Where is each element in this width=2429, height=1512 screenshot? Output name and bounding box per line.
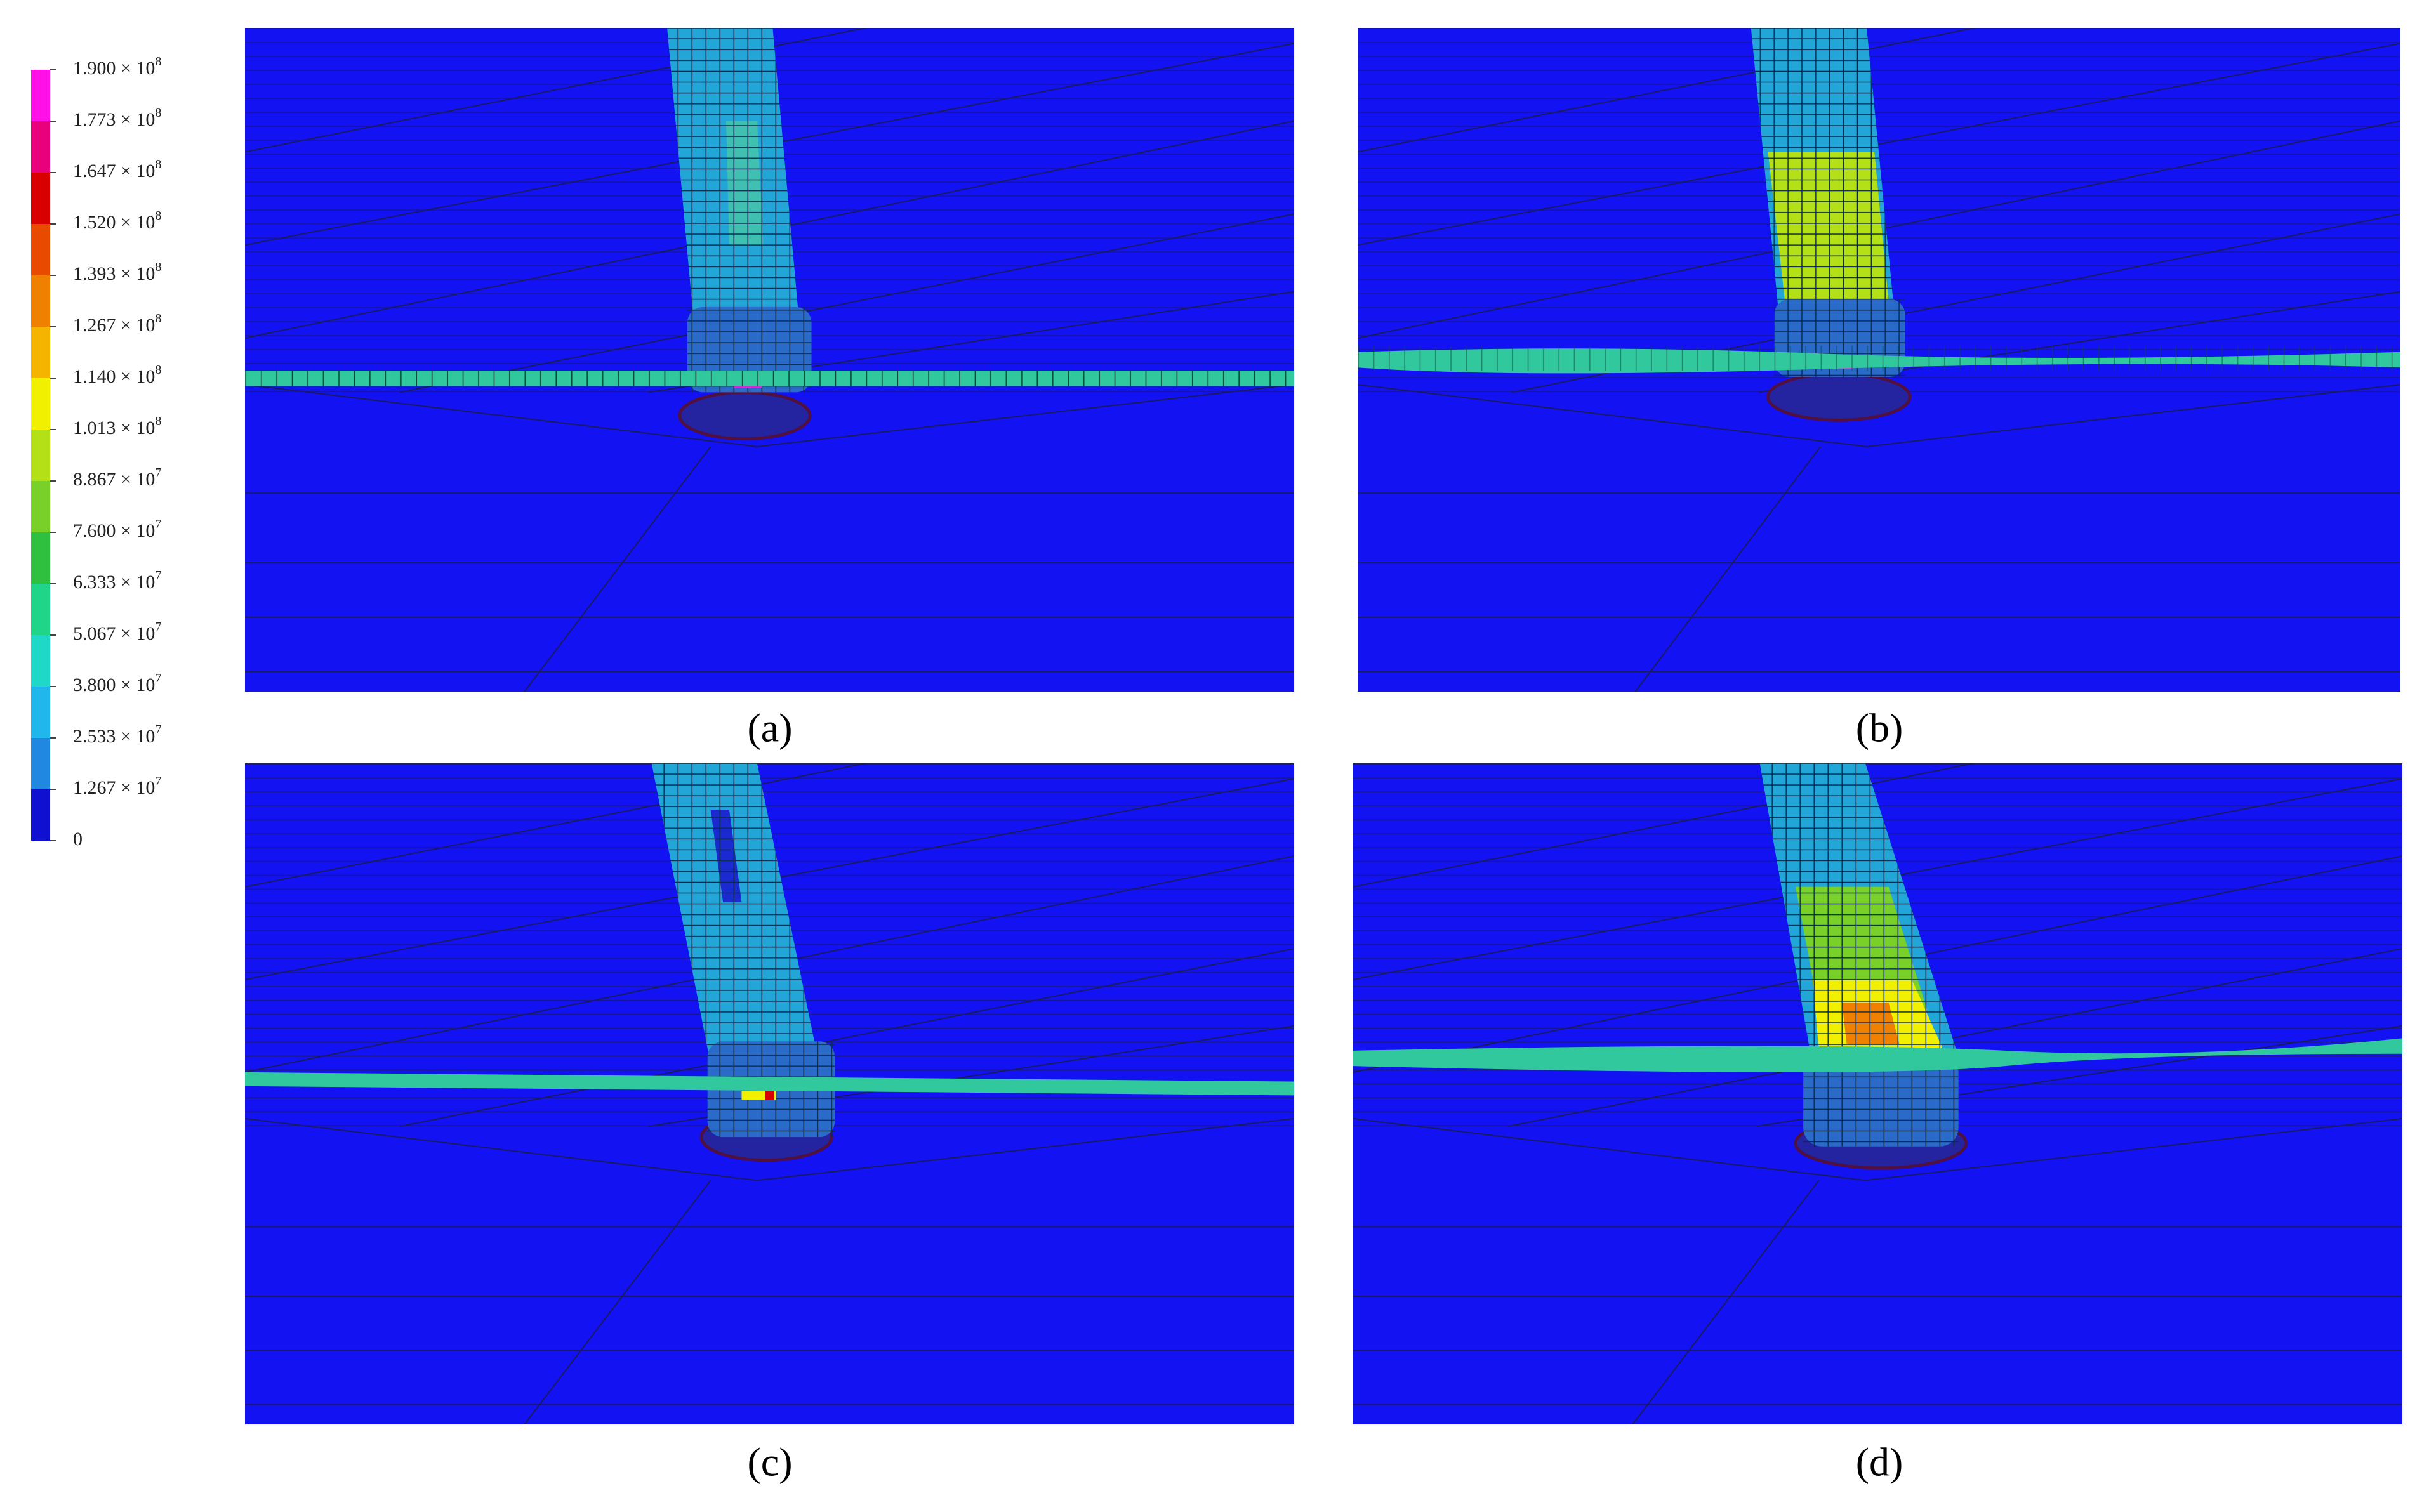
legend-swatch xyxy=(31,789,50,841)
legend-swatch xyxy=(31,224,50,275)
legend-swatch xyxy=(31,378,50,430)
legend-swatch xyxy=(31,532,50,584)
legend-label-base: 1.267 × 10 xyxy=(73,777,155,798)
legend-swatch xyxy=(31,430,50,481)
legend-swatch xyxy=(31,275,50,327)
legend-swatch xyxy=(31,481,50,532)
legend-swatch xyxy=(31,121,50,173)
legend-label-base: 0 xyxy=(73,829,83,850)
legend-swatch xyxy=(31,584,50,635)
legend-label-base: 1.393 × 10 xyxy=(73,263,155,284)
legend-label-base: 1.773 × 10 xyxy=(73,109,155,130)
legend-label-exponent: 7 xyxy=(155,671,161,685)
legend-label: 1.647 × 108 xyxy=(73,157,161,181)
legend-label-exponent: 7 xyxy=(155,723,161,737)
legend-label-exponent: 8 xyxy=(155,260,161,274)
panel-image xyxy=(245,763,1294,1424)
legend-label-exponent: 7 xyxy=(155,774,161,788)
legend-label: 1.773 × 108 xyxy=(73,106,161,130)
legend-label: 8.867 × 107 xyxy=(73,466,161,490)
legend-label-base: 5.067 × 10 xyxy=(73,623,155,644)
panel-caption: (b) xyxy=(1856,706,1903,751)
legend-label-exponent: 8 xyxy=(155,312,161,325)
legend-label: 1.267 × 108 xyxy=(73,312,161,336)
legend-label-base: 1.520 × 10 xyxy=(73,212,155,233)
legend-label: 0 xyxy=(73,829,83,850)
legend-label-exponent: 7 xyxy=(155,620,161,634)
legend-label: 1.520 × 108 xyxy=(73,209,161,233)
legend-label-exponent: 8 xyxy=(155,106,161,120)
legend-label-exponent: 8 xyxy=(155,55,161,69)
legend-label-base: 7.600 × 10 xyxy=(73,520,155,541)
legend-label: 3.800 × 107 xyxy=(73,671,161,695)
legend-label-exponent: 8 xyxy=(155,209,161,223)
panel-caption: (c) xyxy=(747,1440,792,1485)
legend-label-base: 6.333 × 10 xyxy=(73,572,155,593)
legend-label: 7.600 × 107 xyxy=(73,517,161,541)
legend-label-base: 3.800 × 10 xyxy=(73,674,155,695)
legend-label: 1.267 × 107 xyxy=(73,774,161,798)
legend-label: 1.140 × 108 xyxy=(73,363,161,387)
legend-label-base: 8.867 × 10 xyxy=(73,469,155,490)
legend-swatch xyxy=(31,327,50,378)
legend-swatch xyxy=(31,635,50,687)
panel-caption: (d) xyxy=(1856,1440,1903,1485)
legend-swatch xyxy=(31,738,50,789)
legend-swatch xyxy=(31,687,50,738)
legend-label-base: 1.140 × 10 xyxy=(73,366,155,387)
legend-label-exponent: 7 xyxy=(155,569,161,582)
legend-label-exponent: 7 xyxy=(155,466,161,480)
legend-label-exponent: 7 xyxy=(155,517,161,531)
legend-label: 5.067 × 107 xyxy=(73,620,161,644)
legend-label-base: 1.013 × 10 xyxy=(73,417,155,438)
legend-label-base: 1.900 × 10 xyxy=(73,58,155,79)
legend-swatch xyxy=(31,70,50,121)
legend-label-exponent: 8 xyxy=(155,157,161,171)
captions: (a) (b) (c) (d) xyxy=(747,706,1903,1485)
panel-caption: (a) xyxy=(747,706,792,751)
legend-label-base: 1.647 × 10 xyxy=(73,161,155,181)
legend-label-base: 1.267 × 10 xyxy=(73,315,155,336)
panel-image xyxy=(245,28,1294,692)
panel-image xyxy=(1358,28,2400,692)
legend-label: 6.333 × 107 xyxy=(73,569,161,593)
legend-label: 1.900 × 108 xyxy=(73,55,161,79)
legend-label-exponent: 8 xyxy=(155,414,161,428)
legend-label-exponent: 8 xyxy=(155,363,161,377)
legend-label: 1.013 × 108 xyxy=(73,414,161,438)
legend-label-base: 2.533 × 10 xyxy=(73,726,155,747)
legend-label: 1.393 × 108 xyxy=(73,260,161,284)
legend-swatch xyxy=(31,173,50,224)
legend-label: 2.533 × 107 xyxy=(73,723,161,747)
panel-image xyxy=(1353,763,2402,1424)
